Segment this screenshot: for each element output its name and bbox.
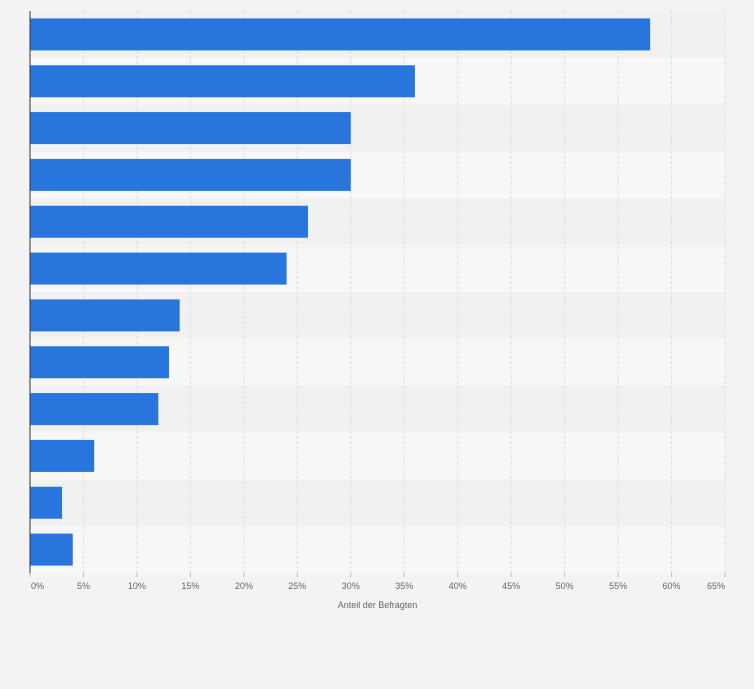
x-tick-label: 40% [449, 581, 467, 591]
bars [30, 18, 651, 566]
row-band [30, 479, 725, 527]
bar[interactable] [30, 439, 95, 472]
x-tick-label: 60% [663, 581, 681, 591]
x-tick-label: 45% [502, 581, 520, 591]
x-tick-label: 25% [288, 581, 306, 591]
x-tick-labels: 0% 5% 10% 15% 20% 25% 30% 35% 40% 45% 50% 55% 60% 65% [31, 581, 725, 591]
x-tick-label: 15% [181, 581, 199, 591]
bar[interactable] [30, 533, 73, 566]
x-tick-label: 10% [128, 581, 146, 591]
x-tick-label: 50% [556, 581, 574, 591]
row-band [30, 432, 725, 480]
x-axis-title: Anteil der Befragten [338, 600, 418, 610]
grid-lines [29, 11, 726, 577]
x-tick-label: 35% [395, 581, 413, 591]
row-band [30, 526, 725, 573]
bar[interactable] [30, 486, 63, 519]
x-tick-label: 5% [77, 581, 90, 591]
bar[interactable] [30, 252, 287, 285]
x-tick-label: 20% [235, 581, 253, 591]
bar[interactable] [30, 158, 351, 191]
x-tick-label: 0% [31, 581, 44, 591]
bar[interactable] [30, 65, 415, 98]
bar[interactable] [30, 299, 180, 332]
bar[interactable] [30, 18, 651, 51]
bar[interactable] [30, 393, 159, 426]
x-tick-label: 55% [609, 581, 627, 591]
bar[interactable] [30, 205, 308, 238]
x-tick-label: 30% [342, 581, 360, 591]
x-tick-label: 65% [707, 581, 725, 591]
bar[interactable] [30, 346, 169, 379]
bar[interactable] [30, 112, 351, 145]
